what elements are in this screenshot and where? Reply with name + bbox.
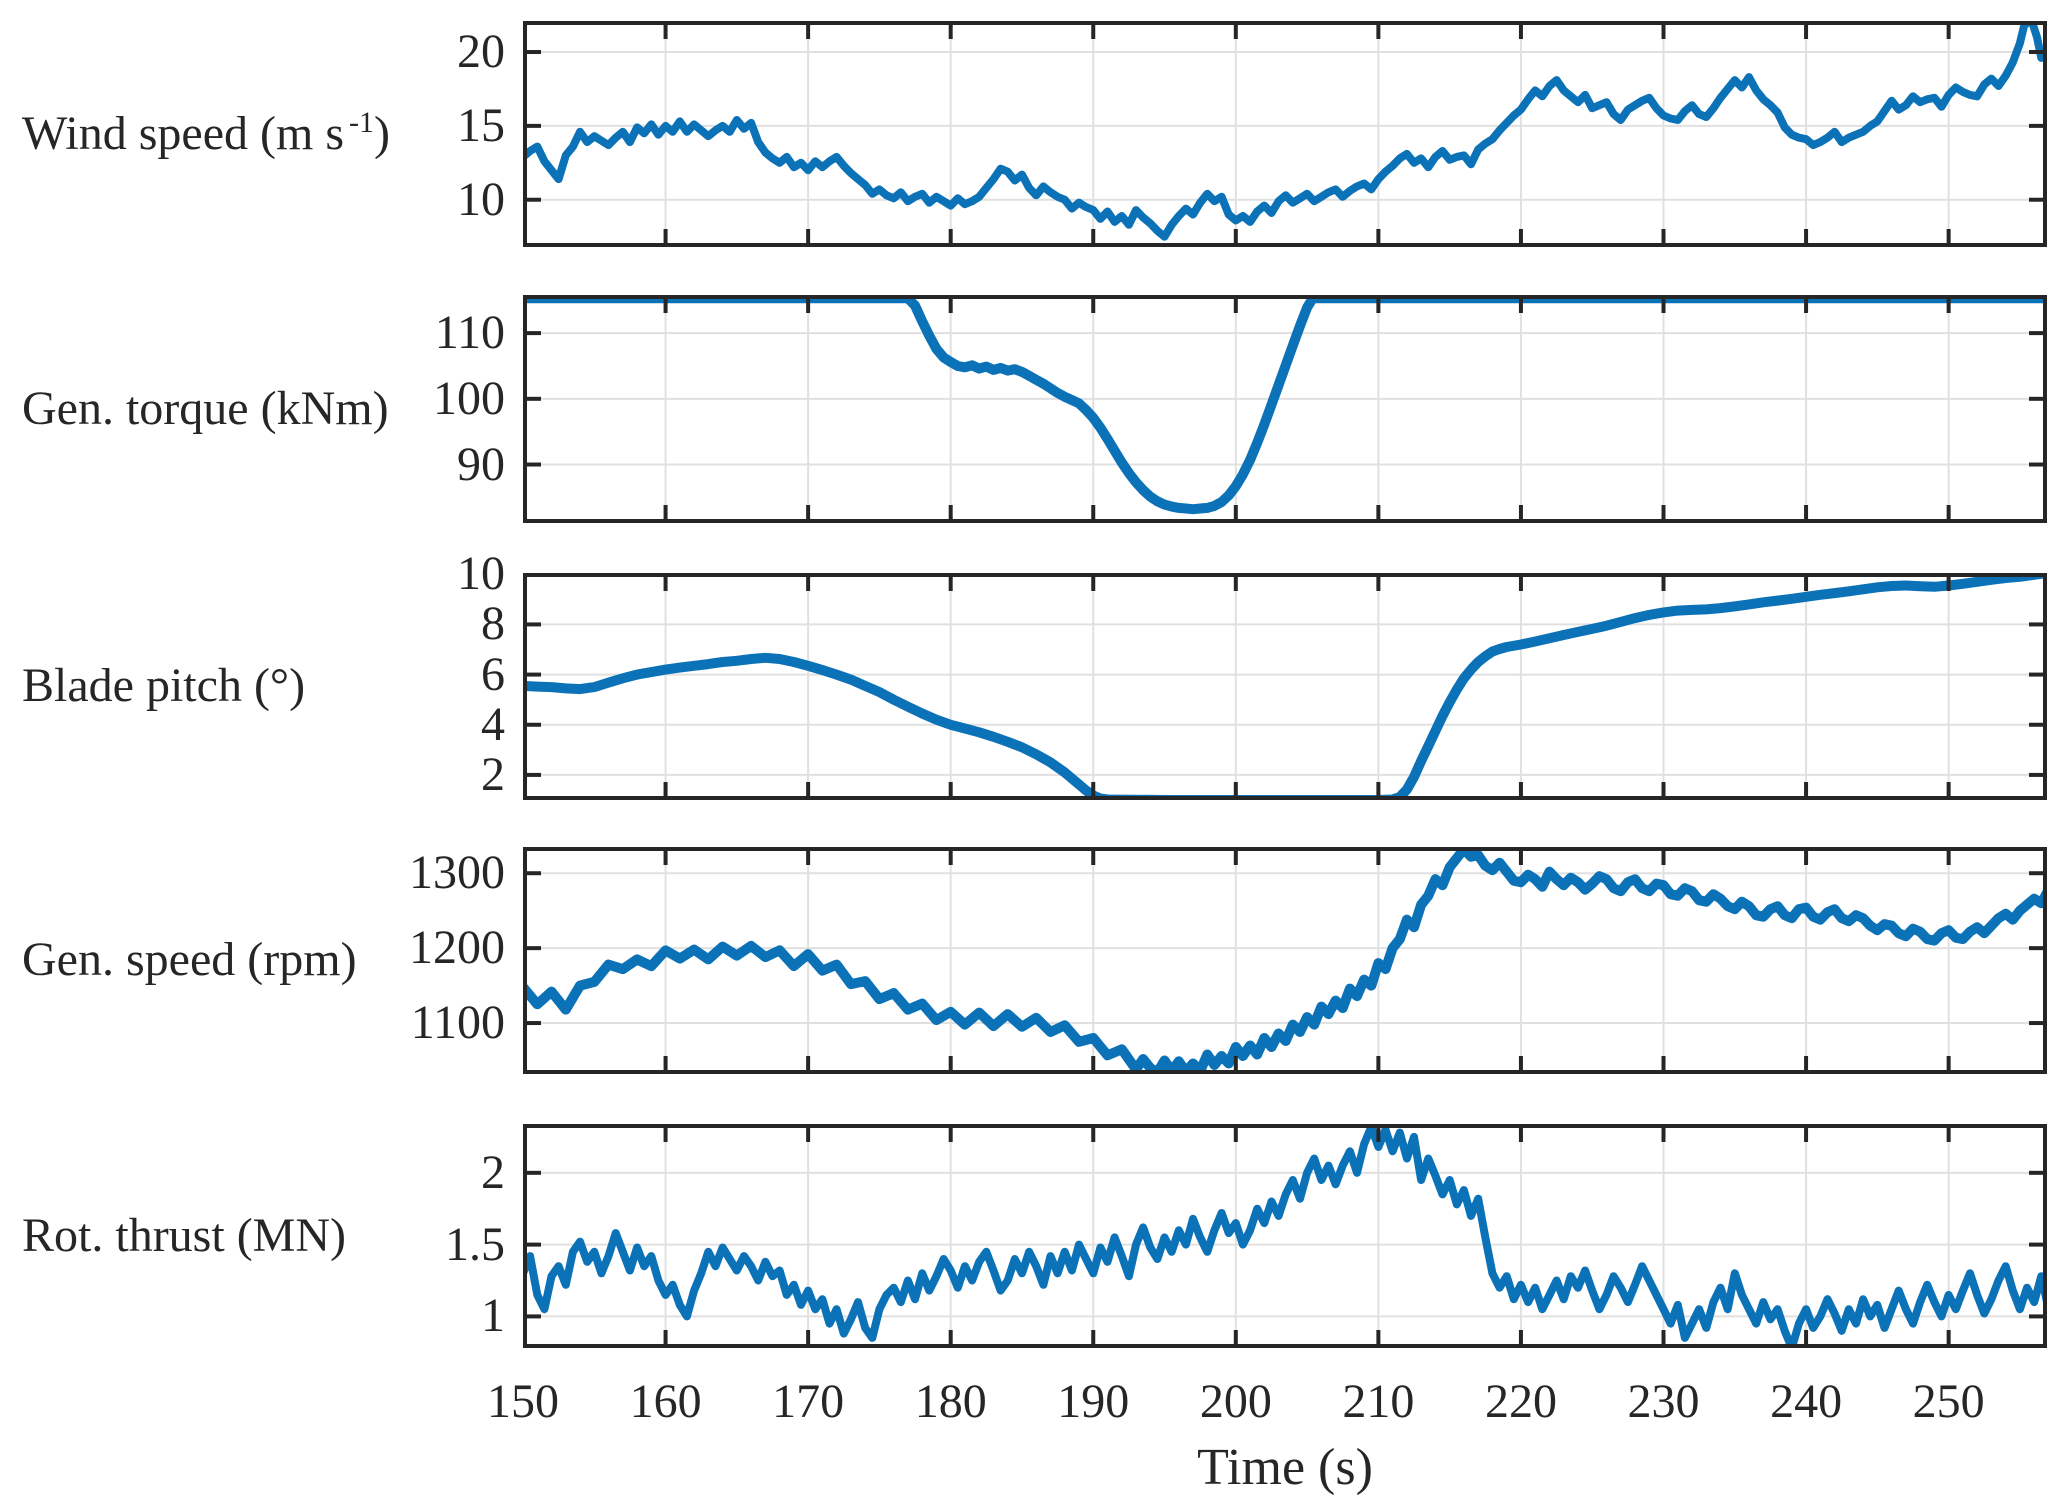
x-tick-label: 240 [1770, 1375, 1843, 1428]
gen-torque-y-tick-label: 100 [433, 371, 505, 425]
wind-speed-plot [523, 21, 2047, 247]
axes-frame [523, 21, 2047, 247]
x-axis-title: Time (s) [1197, 1439, 1373, 1496]
ylabel-blade-pitch: Blade pitch (°) [22, 659, 306, 712]
wind-speed-y-tick-label: 10 [457, 172, 505, 226]
blade-pitch-y-tick-label: 2 [481, 747, 505, 801]
x-tick-label: 150 [487, 1375, 559, 1428]
wind-speed-series-line [523, 21, 2047, 241]
axes-frame [523, 1124, 2047, 1348]
ylabel-gen-torque: Gen. torque (kNm) [22, 382, 389, 435]
rot-thrust-y-tick-label: 1 [481, 1289, 505, 1343]
axes-frame [523, 295, 2047, 523]
gen-speed-y-tick-label: 1200 [409, 921, 505, 975]
wind-speed-y-tick-label: 15 [457, 98, 505, 152]
gen-speed-series-line [523, 847, 2047, 1074]
ylabel-wind-speed-text: Wind speed (m s [22, 107, 345, 160]
rot-thrust-series-line [523, 1124, 2047, 1348]
gen-torque-y-tick-label: 90 [457, 437, 505, 491]
blade-pitch-y-tick-label: 4 [481, 697, 505, 751]
blade-pitch-series-line [523, 573, 2047, 800]
ylabel-wind-speed-close: ) [374, 107, 390, 160]
gen-speed-plot [523, 847, 2047, 1074]
ylabel-rot-thrust: Rot. thrust (MN) [22, 1209, 346, 1262]
x-tick-label: 160 [629, 1375, 702, 1428]
x-tick-label: 170 [772, 1375, 845, 1428]
x-tick-label: 230 [1627, 1375, 1700, 1428]
gen-torque-y-tick-label: 110 [434, 306, 505, 360]
x-tick-label: 180 [914, 1375, 987, 1428]
gen-speed-y-tick-label: 1100 [410, 996, 505, 1050]
x-tick-label: 250 [1912, 1375, 1985, 1428]
ylabel-wind-speed: Wind speed (m s -1) [22, 106, 390, 162]
x-tick-label: 210 [1342, 1375, 1415, 1428]
rot-thrust-plot [523, 1124, 2047, 1348]
wind-speed-y-tick-label: 20 [457, 25, 505, 79]
x-tick-label: 200 [1199, 1375, 1272, 1428]
axes-frame [523, 573, 2047, 800]
x-tick-label: 220 [1484, 1375, 1557, 1428]
gen-torque-plot [523, 295, 2047, 523]
blade-pitch-y-tick-label: 10 [457, 547, 505, 601]
rot-thrust-y-tick-label: 1.5 [445, 1217, 505, 1271]
axes-frame [523, 847, 2047, 1074]
ylabel-wind-speed-superscript: -1 [349, 106, 375, 139]
blade-pitch-y-tick-label: 8 [481, 597, 505, 651]
blade-pitch-y-tick-label: 6 [481, 647, 505, 701]
rot-thrust-y-tick-label: 2 [481, 1145, 505, 1199]
ylabel-gen-speed: Gen. speed (rpm) [22, 933, 357, 986]
blade-pitch-plot [523, 573, 2047, 800]
gen-torque-series-line [523, 295, 2047, 515]
gen-speed-y-tick-label: 1300 [409, 846, 505, 900]
x-tick-label: 190 [1057, 1375, 1130, 1428]
